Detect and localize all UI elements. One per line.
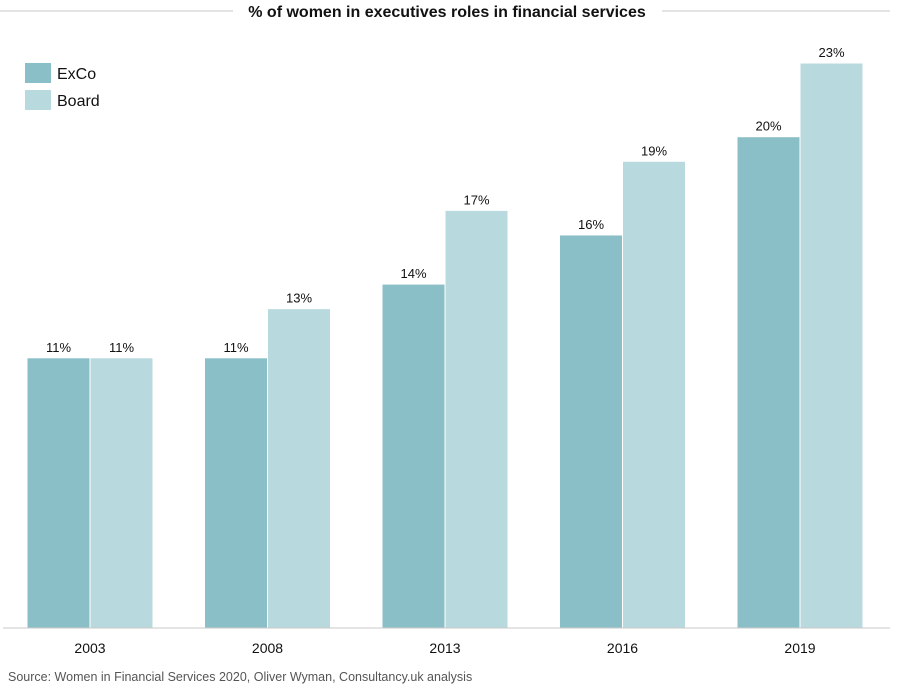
data-label-exco-2016: 16% [578,217,604,232]
data-label-board-2003: 11% [109,340,134,355]
x-tick-label-2008: 2008 [252,640,283,656]
data-label-exco-2003: 11% [46,340,71,355]
x-ticks-group: 2003 2008 2013 2016 2019 [74,640,815,656]
x-tick-label-2003: 2003 [74,640,105,656]
x-tick-label-2013: 2013 [429,640,460,656]
x-tick-label-2016: 2016 [607,640,638,656]
chart-title: % of women in executives roles in financ… [248,4,646,21]
data-label-exco-2013: 14% [400,266,426,281]
data-label-exco-2019: 20% [755,119,781,134]
source-note: Source: Women in Financial Services 2020… [8,670,473,684]
legend: ExCo Board [25,63,100,110]
bar-board-2019 [799,62,864,629]
bar-exco-2003 [26,357,91,629]
legend-swatch-exco [25,63,51,83]
data-label-board-2019: 23% [818,45,844,60]
legend-label-board: Board [57,93,100,110]
bars-group [26,62,864,629]
legend-label-exco: ExCo [57,66,96,83]
data-label-board-2013: 17% [463,192,489,207]
x-tick-label-2019: 2019 [784,640,815,656]
legend-swatch-board [25,90,51,110]
data-label-exco-2008: 11% [223,340,248,355]
bar-exco-2013 [381,283,446,629]
data-label-board-2008: 13% [286,291,312,306]
bar-board-2016 [622,160,686,629]
bar-board-2008 [267,308,331,629]
bar-exco-2016 [559,234,623,629]
bar-board-2013 [444,209,509,629]
data-label-board-2016: 19% [641,143,667,158]
bar-labels-group: 11% 11% 11% 13% 14% 17% 16% 19% 20% 23% [46,45,845,355]
bar-exco-2008 [204,357,268,629]
bar-board-2003 [89,357,154,629]
bar-exco-2019 [736,136,801,629]
